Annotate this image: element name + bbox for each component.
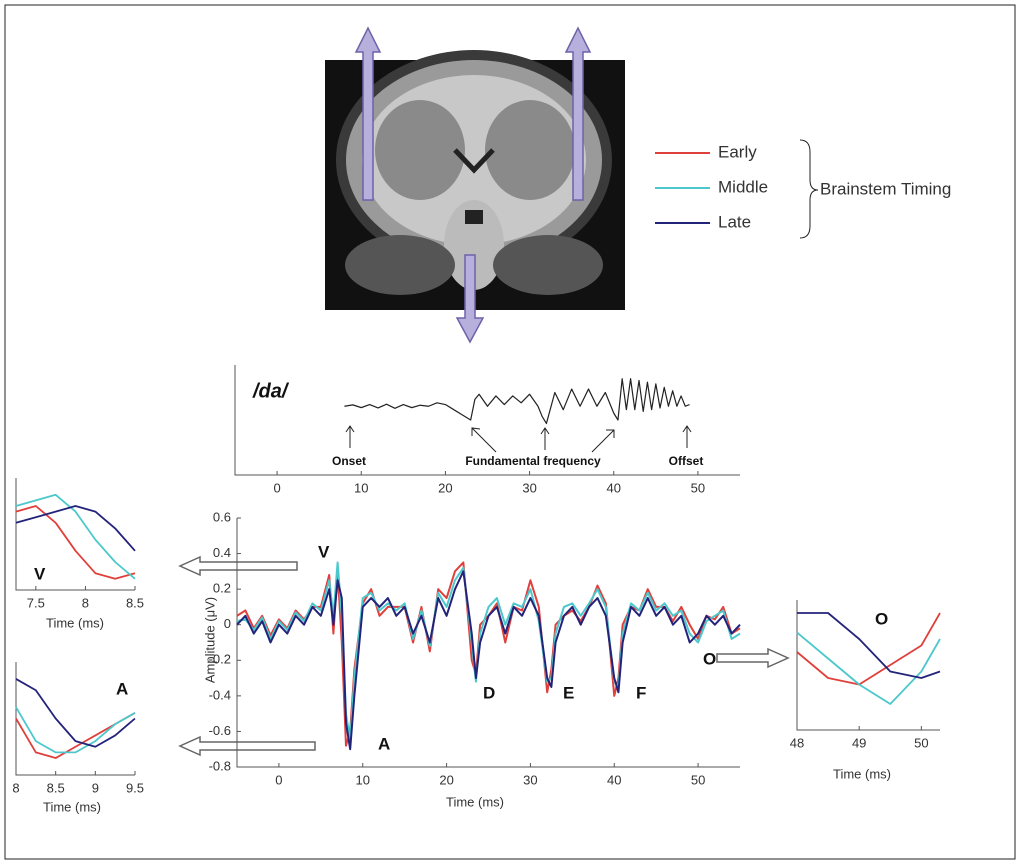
legend-brace <box>799 139 819 239</box>
series-line <box>796 612 941 686</box>
series-line <box>236 561 741 742</box>
y-tick-label: -0.2 <box>209 652 231 667</box>
series-line <box>797 612 941 679</box>
x-tick-label: 48 <box>790 735 804 750</box>
annotation: Onset <box>332 454 366 468</box>
x-tick-label: 0 <box>275 772 282 787</box>
y-tick-label: 0.2 <box>213 581 231 596</box>
annotation: E <box>563 683 574 702</box>
annotation: F <box>636 683 646 702</box>
x-tick-label: 8 <box>82 595 89 610</box>
x-tick-label: 30 <box>523 772 537 787</box>
x-tick-label: 10 <box>356 772 370 787</box>
arrow-left <box>178 555 298 577</box>
annotation: O <box>703 649 716 668</box>
annotation: O <box>875 609 888 628</box>
y-tick-label: -0.4 <box>209 687 231 702</box>
x-tick-label: 50 <box>691 480 705 495</box>
axis <box>15 478 135 591</box>
series-line <box>236 570 741 751</box>
annotation: D <box>483 683 495 702</box>
series-line <box>344 378 690 425</box>
x-tick-label: 20 <box>438 480 452 495</box>
pointer <box>345 425 355 448</box>
x-axis-label: Time (ms) <box>43 799 101 814</box>
arrow-up <box>564 26 592 201</box>
annotation: V <box>34 564 46 583</box>
x-tick-label: 9.5 <box>126 780 144 795</box>
x-tick-label: 8 <box>12 780 19 795</box>
x-tick-label: 7.5 <box>27 595 45 610</box>
series-line <box>796 631 941 705</box>
x-tick-label: 40 <box>607 772 621 787</box>
series-line <box>15 505 136 552</box>
x-tick-label: 9 <box>92 780 99 795</box>
legend-label: Middle <box>718 177 768 196</box>
arrow-left <box>178 735 316 757</box>
annotation: V <box>318 542 330 561</box>
series-line <box>15 706 136 754</box>
arrow-down <box>455 254 485 344</box>
x-tick-label: 8.5 <box>47 780 65 795</box>
x-tick-label: 10 <box>354 480 368 495</box>
x-tick-label: 20 <box>439 772 453 787</box>
x-tick-label: 0 <box>273 480 280 495</box>
x-axis-label: Time (ms) <box>446 794 504 809</box>
annotation: /da/ <box>252 380 290 402</box>
series-line <box>15 505 136 580</box>
x-tick-label: 30 <box>522 480 536 495</box>
y-tick-label: 0 <box>224 616 231 631</box>
y-axis-label: Amplitude (μV) <box>202 597 217 683</box>
x-tick-label: 8.5 <box>126 595 144 610</box>
annotation: A <box>378 734 390 753</box>
x-axis-label: Time (ms) <box>833 766 891 781</box>
y-tick-label: 0.6 <box>213 509 231 524</box>
y-tick-label: -0.6 <box>209 723 231 738</box>
arrow-right <box>716 647 790 669</box>
axis <box>234 365 740 476</box>
pointer <box>540 427 550 450</box>
legend-label: Early <box>718 142 757 161</box>
series-line <box>236 561 741 747</box>
x-tick-label: 50 <box>691 772 705 787</box>
series-line <box>15 678 136 748</box>
annotation: Fundamental frequency <box>465 454 601 468</box>
x-tick-label: 50 <box>914 735 928 750</box>
y-tick-label: -0.8 <box>209 758 231 773</box>
x-tick-label: 40 <box>607 480 621 495</box>
pointer <box>591 429 615 453</box>
mri-image <box>325 50 625 310</box>
legend-label: Late <box>718 212 751 231</box>
x-tick-label: 49 <box>852 735 866 750</box>
annotation: A <box>116 679 128 698</box>
annotation: Offset <box>669 454 704 468</box>
x-axis-label: Time (ms) <box>46 615 104 630</box>
pointer <box>682 425 692 448</box>
arrow-up <box>354 26 382 201</box>
legend-title: Brainstem Timing <box>820 179 951 198</box>
series-line <box>15 493 136 580</box>
y-tick-label: 0.4 <box>213 545 231 560</box>
pointer <box>471 427 497 453</box>
